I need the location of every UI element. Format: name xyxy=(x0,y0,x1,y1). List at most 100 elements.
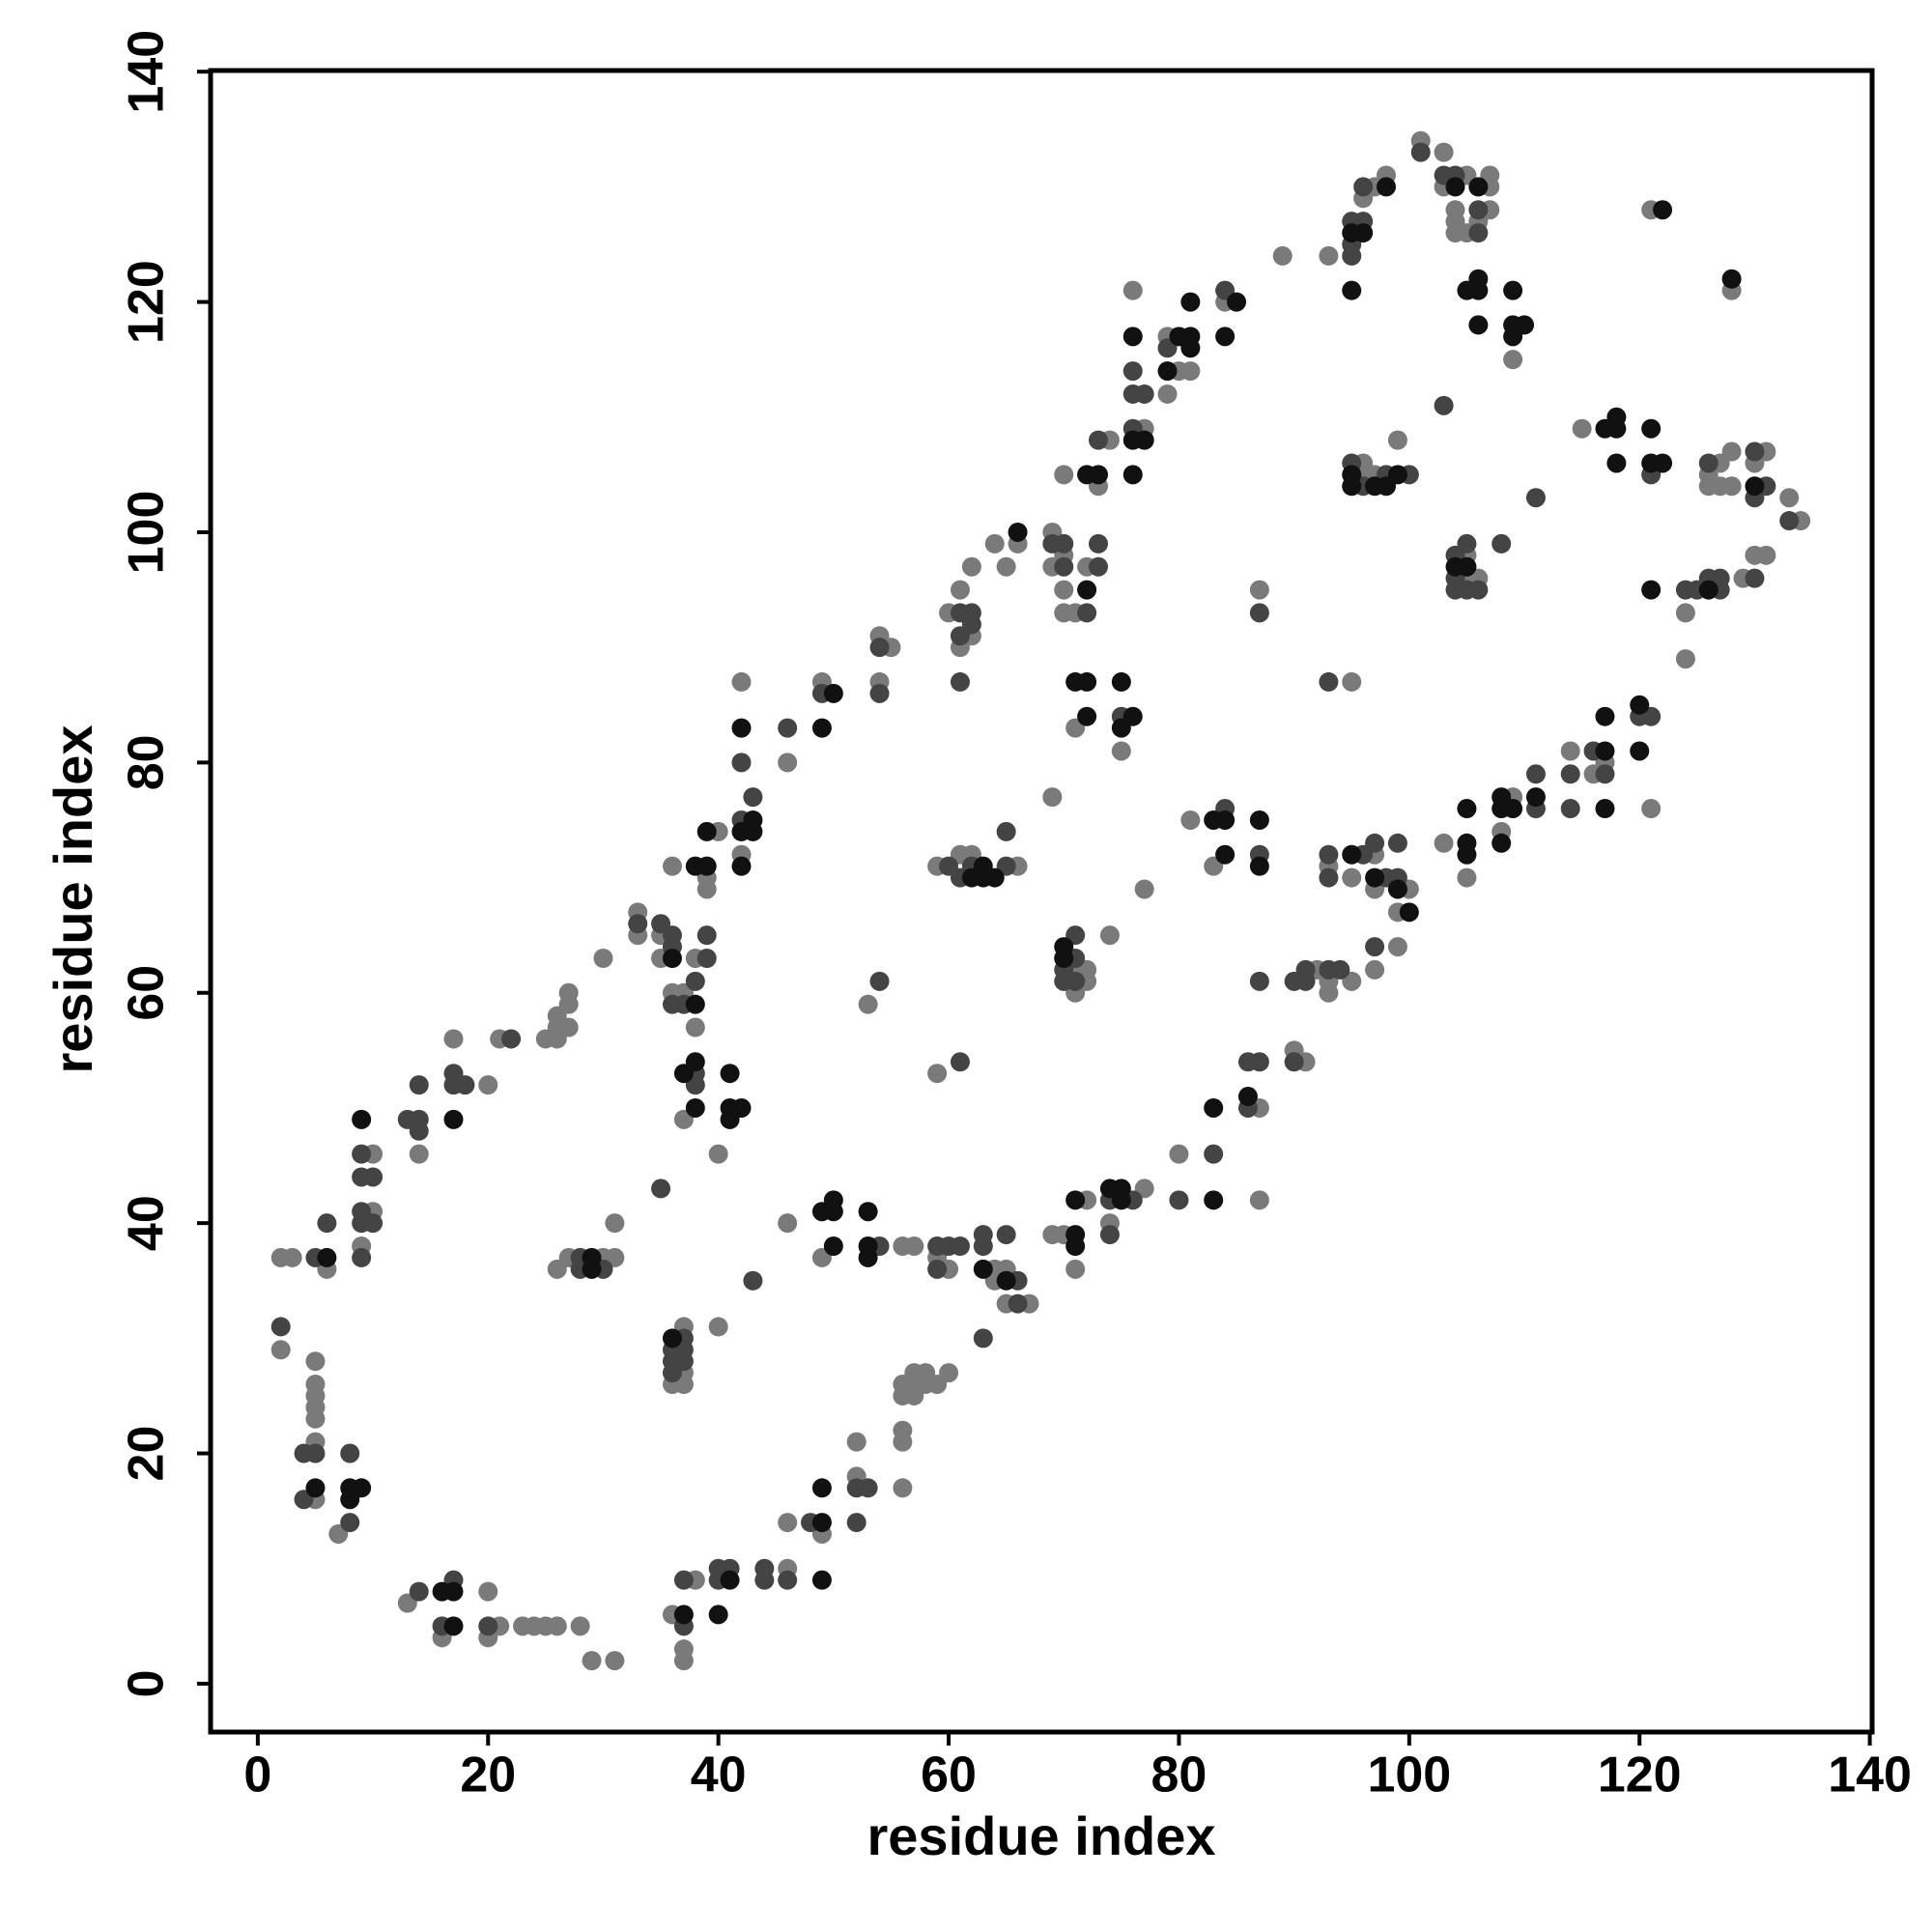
point xyxy=(582,1651,602,1671)
y-tick-label: 40 xyxy=(119,1195,175,1251)
point xyxy=(823,1190,843,1210)
point xyxy=(1111,1190,1131,1210)
point xyxy=(708,1144,728,1164)
x-tick-label: 100 xyxy=(1367,1747,1451,1804)
point xyxy=(1434,395,1454,415)
point xyxy=(996,556,1016,577)
point xyxy=(869,683,890,703)
point xyxy=(1180,810,1201,830)
point xyxy=(443,1616,464,1636)
point xyxy=(1434,833,1454,853)
point xyxy=(778,1513,798,1533)
point xyxy=(778,753,798,773)
point xyxy=(1365,937,1385,957)
point xyxy=(1492,833,1512,853)
point xyxy=(1122,361,1143,382)
point xyxy=(1698,580,1719,600)
point xyxy=(1111,671,1131,692)
point xyxy=(708,1605,728,1625)
point xyxy=(1319,844,1339,865)
point xyxy=(1468,200,1489,220)
point xyxy=(1099,1225,1120,1245)
y-tick-label: 60 xyxy=(119,965,175,1021)
point xyxy=(1779,488,1800,508)
point xyxy=(1319,982,1339,1003)
point xyxy=(1653,200,1673,220)
point xyxy=(1468,580,1489,600)
point xyxy=(478,1075,498,1095)
point xyxy=(731,671,752,692)
point xyxy=(1215,844,1236,865)
point xyxy=(1249,1190,1269,1210)
point xyxy=(363,1167,384,1187)
point xyxy=(1387,430,1407,450)
point xyxy=(1595,799,1615,819)
point xyxy=(973,1259,993,1279)
point xyxy=(1365,959,1385,980)
point xyxy=(1387,465,1407,485)
point xyxy=(1745,568,1765,588)
point xyxy=(1721,476,1742,497)
y-tick-label: 140 xyxy=(119,30,175,114)
point xyxy=(1630,695,1650,715)
point xyxy=(282,1247,302,1267)
point xyxy=(317,1213,337,1234)
point xyxy=(754,1570,775,1590)
point xyxy=(685,971,705,991)
point xyxy=(605,1651,625,1671)
point xyxy=(662,1328,682,1349)
point xyxy=(950,580,970,600)
y-axis-title: residue index xyxy=(43,724,103,1073)
point xyxy=(1353,223,1374,243)
point xyxy=(409,1075,429,1095)
point xyxy=(270,1340,291,1360)
point xyxy=(1756,545,1776,565)
point xyxy=(1457,556,1477,577)
point xyxy=(696,821,717,841)
point xyxy=(1249,856,1269,876)
point xyxy=(1008,522,1028,542)
point xyxy=(1204,1097,1224,1118)
point xyxy=(996,821,1016,841)
x-axis-title: residue index xyxy=(867,1805,1215,1866)
point xyxy=(1745,476,1765,497)
point xyxy=(1134,430,1154,450)
point xyxy=(1272,245,1293,266)
point xyxy=(1342,280,1362,300)
point xyxy=(1099,925,1120,946)
point xyxy=(1595,741,1615,761)
point xyxy=(996,1270,1016,1291)
point xyxy=(823,683,843,703)
point xyxy=(1295,971,1316,991)
point xyxy=(1169,1190,1189,1210)
point xyxy=(858,1202,878,1222)
point xyxy=(270,1317,291,1337)
point xyxy=(1641,580,1662,600)
point xyxy=(1319,671,1339,692)
point xyxy=(1134,384,1154,404)
point xyxy=(352,1109,372,1129)
point xyxy=(1111,718,1131,738)
point xyxy=(1157,384,1178,404)
point xyxy=(1204,1144,1224,1164)
point xyxy=(1054,556,1074,577)
point xyxy=(662,856,682,876)
point xyxy=(696,949,717,969)
point xyxy=(1721,441,1742,462)
point xyxy=(743,810,763,830)
point xyxy=(720,1109,740,1129)
point xyxy=(340,1490,360,1510)
point xyxy=(720,1064,740,1084)
point xyxy=(1169,1144,1189,1164)
point xyxy=(1698,453,1719,473)
y-tick-label: 0 xyxy=(119,1669,175,1697)
point xyxy=(1330,959,1350,980)
point xyxy=(1468,223,1489,243)
point xyxy=(685,994,705,1014)
point xyxy=(1122,327,1143,347)
x-tick-label: 60 xyxy=(921,1747,977,1804)
point xyxy=(950,1052,970,1072)
point xyxy=(1215,327,1236,347)
point xyxy=(1237,1087,1258,1107)
